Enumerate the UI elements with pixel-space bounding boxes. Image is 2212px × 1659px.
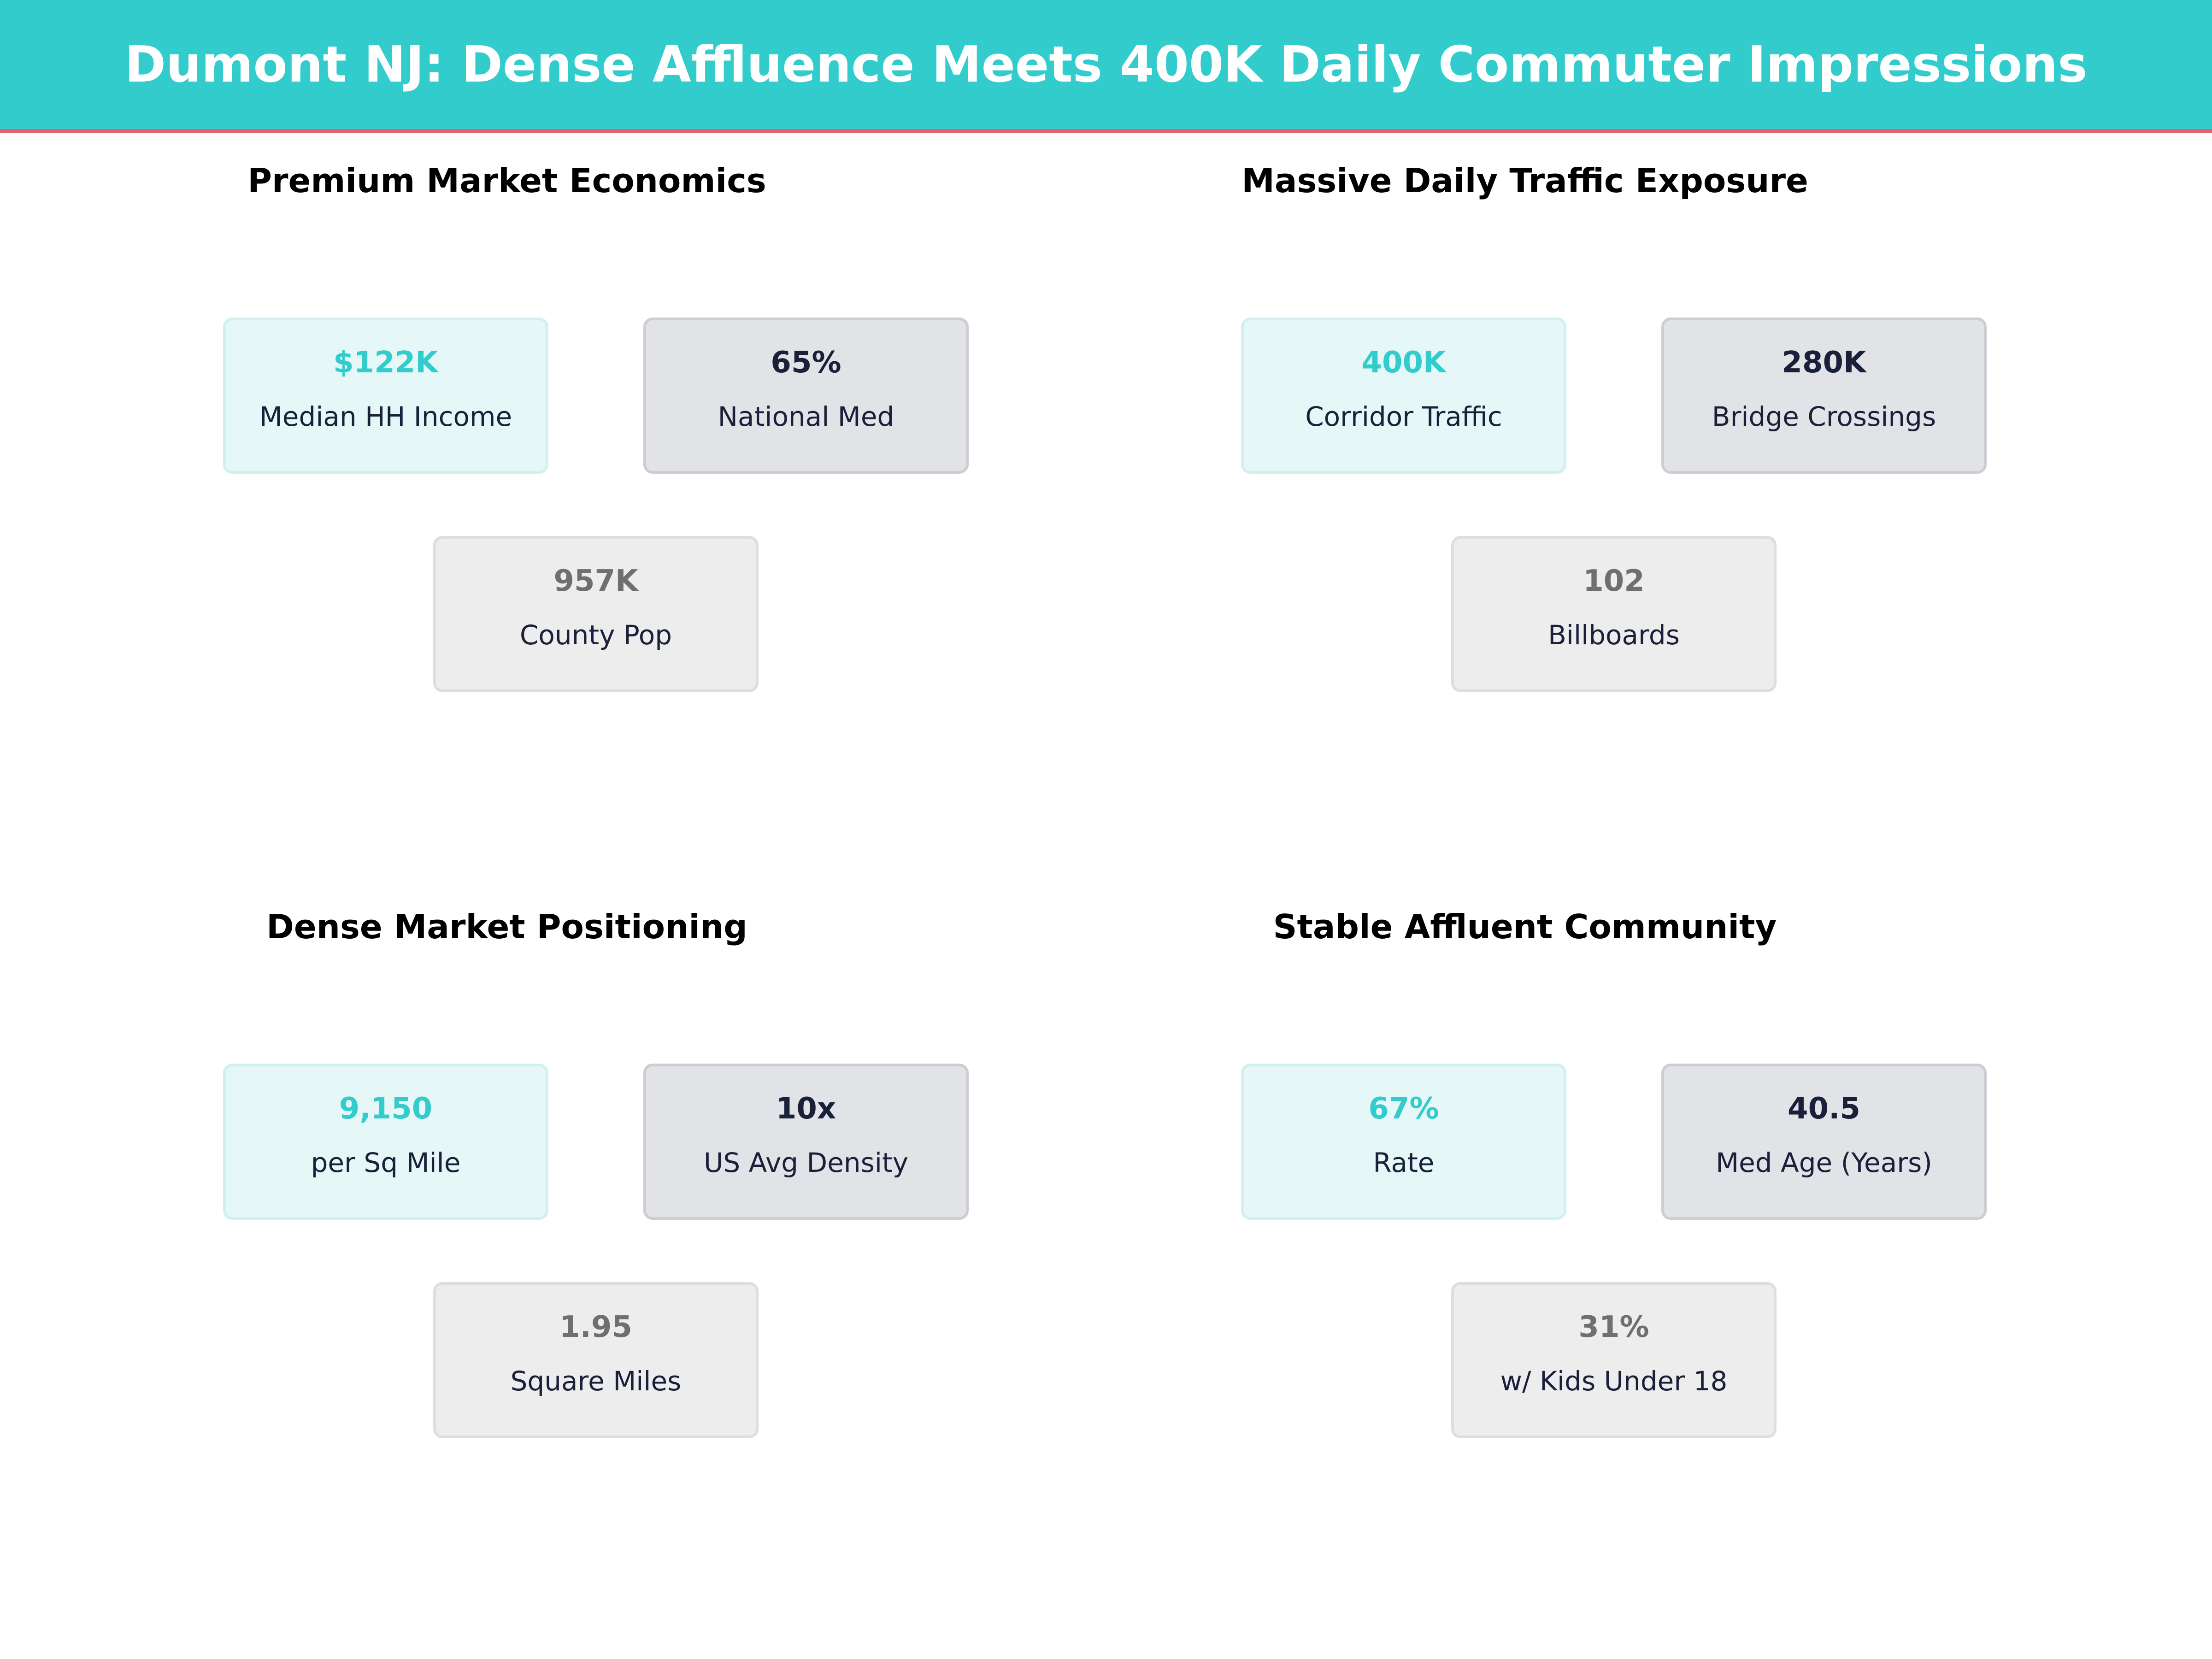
metric-label: Billboards: [1548, 619, 1680, 651]
metric-label: per Sq Mile: [311, 1147, 461, 1178]
panel-title: Premium Market Economics: [247, 161, 766, 200]
metric-value: 1.95: [559, 1310, 632, 1344]
metric-card: 40.5 Med Age (Years): [1661, 1064, 1987, 1220]
metric-label: w/ Kids Under 18: [1500, 1365, 1728, 1397]
metric-card: 65% National Med: [643, 318, 969, 474]
panel-stable-affluent-community: Stable Affluent Community 67% Rate 40.5 Me…: [1018, 746, 2032, 1483]
metric-label: Corridor Traffic: [1305, 401, 1502, 432]
metric-card: 957K County Pop: [433, 536, 759, 692]
metric-value: 31%: [1578, 1310, 1649, 1344]
metric-card: 67% Rate: [1241, 1064, 1566, 1220]
metric-value: 40.5: [1788, 1092, 1860, 1126]
metric-value: 67%: [1368, 1092, 1439, 1126]
metric-value: 102: [1583, 564, 1645, 598]
metric-label: Rate: [1373, 1147, 1435, 1178]
metric-label: US Avg Density: [703, 1147, 909, 1178]
metric-label: National Med: [718, 401, 894, 432]
metric-label: Bridge Crossings: [1712, 401, 1936, 432]
panel-title: Stable Affluent Community: [1273, 907, 1777, 946]
page-title: Dumont NJ: Dense Affluence Meets 400K Da…: [124, 35, 2088, 94]
panel-title: Dense Market Positioning: [266, 907, 747, 946]
metric-value: 400K: [1361, 346, 1446, 380]
metric-label: Median HH Income: [259, 401, 512, 432]
metric-card: $122K Median HH Income: [223, 318, 548, 474]
metric-label: County Pop: [519, 619, 672, 651]
metric-card: 102 Billboards: [1451, 536, 1777, 692]
panel-dense-market-positioning: Dense Market Positioning 9,150 per Sq Mil…: [0, 746, 1014, 1483]
metric-label: Square Miles: [510, 1365, 682, 1397]
metric-value: 9,150: [339, 1092, 433, 1126]
panel-title: Massive Daily Traffic Exposure: [1241, 161, 1808, 200]
metric-card: 400K Corridor Traffic: [1241, 318, 1566, 474]
metric-card: 1.95 Square Miles: [433, 1282, 759, 1438]
metric-value: $122K: [333, 346, 438, 380]
metric-card: 280K Bridge Crossings: [1661, 318, 1987, 474]
metric-value: 280K: [1782, 346, 1866, 380]
header-banner: Dumont NJ: Dense Affluence Meets 400K Da…: [0, 0, 2212, 133]
metric-value: 65%: [771, 346, 841, 380]
metric-value: 957K: [553, 564, 638, 598]
metric-value: 10x: [776, 1092, 836, 1126]
metric-label: Med Age (Years): [1716, 1147, 1932, 1178]
panel-massive-daily-traffic-exposure: Massive Daily Traffic Exposure 400K Corri…: [1018, 0, 2032, 737]
metric-card: 9,150 per Sq Mile: [223, 1064, 548, 1220]
metric-card: 31% w/ Kids Under 18: [1451, 1282, 1777, 1438]
panel-premium-market-economics: Premium Market Economics $122K Median HH …: [0, 0, 1014, 737]
metric-card: 10x US Avg Density: [643, 1064, 969, 1220]
